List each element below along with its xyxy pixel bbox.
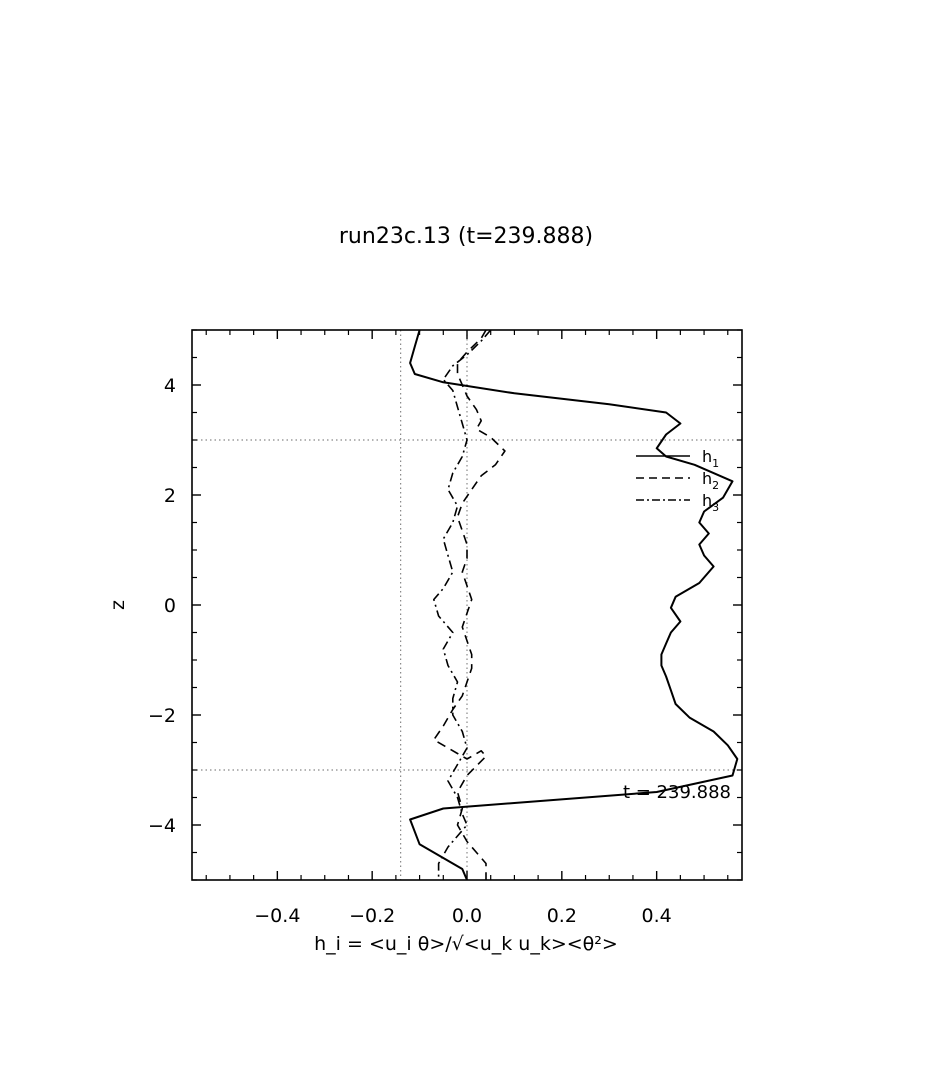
x-axis-label: h_i = <u_i θ>/√<u_k u_k><θ²> [314,933,618,955]
x-axis-label-text: h_i = <u_i θ>/√<u_k u_k><θ²> [314,933,618,955]
y-tick-label: 0 [164,595,176,617]
x-tick-label: 0.0 [452,905,482,927]
x-tick-label: 0.4 [642,905,672,927]
chart-title: run23c.13 (t=239.888) [339,224,593,249]
y-tick-label: 2 [164,485,176,507]
x-tick-label: −0.2 [349,905,395,927]
legend-label-h2: h2 [702,469,719,492]
y-tick-label: 4 [164,375,176,397]
series-h1-line [409,329,739,881]
series-h3-line [433,329,492,880]
x-tick-label: 0.2 [547,905,577,927]
y-tick-label: −2 [148,705,176,727]
legend-label-h3: h3 [702,491,719,514]
y-tick-label: −4 [148,815,176,837]
series-h2-line [433,329,506,880]
x-tick-label: −0.4 [254,905,300,927]
legend-label-h1: h1 [702,447,719,470]
time-annotation: t = 239.888 [623,782,731,803]
y-axis-label: z [107,600,129,610]
